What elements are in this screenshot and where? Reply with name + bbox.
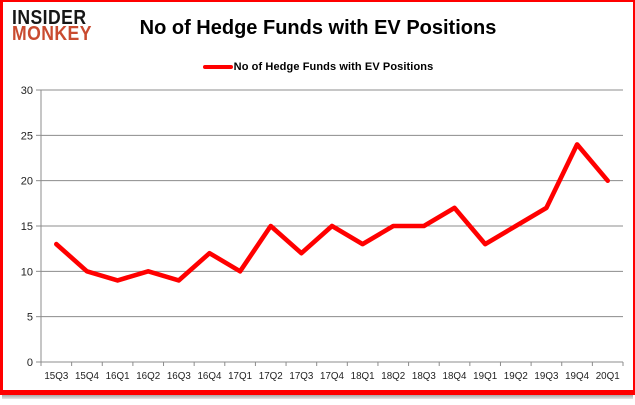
x-axis-label: 15Q4	[75, 371, 100, 382]
x-axis-label: 17Q2	[259, 371, 283, 382]
y-axis-label: 10	[21, 266, 33, 278]
y-axis-label: 25	[21, 130, 33, 142]
x-axis-label: 17Q4	[320, 371, 345, 382]
y-axis-label: 20	[21, 176, 33, 188]
x-axis-label: 19Q1	[473, 371, 497, 382]
legend-label: No of Hedge Funds with EV Positions	[233, 61, 434, 73]
y-axis-label: 0	[27, 357, 33, 369]
logo-text-monkey: MONKEY	[12, 23, 92, 45]
y-axis-label: 30	[21, 85, 33, 97]
x-axis-label: 17Q3	[289, 371, 314, 382]
y-axis-label: 15	[21, 221, 33, 233]
x-axis-label: 15Q3	[44, 371, 69, 382]
x-axis-label: 16Q2	[136, 371, 160, 382]
series-line	[53, 142, 611, 283]
legend-line-swatch	[202, 65, 233, 69]
line-chart: 0 5 10 15 20 25 30 15Q3 15Q4 16Q1 16Q2 16Q3 16Q4 17Q1…	[21, 85, 624, 382]
x-axis-label: 18Q2	[381, 371, 405, 382]
legend: No of Hedge Funds with EV Positions	[3, 60, 633, 74]
insider-monkey-logo: INSIDER MONKEY	[12, 7, 92, 45]
x-axis-label: 17Q1	[228, 371, 252, 382]
logo-text-insider: INSIDER	[12, 7, 87, 29]
x-axis-label: 18Q4	[443, 371, 468, 382]
x-axis-label: 18Q1	[351, 371, 375, 382]
y-axis-label: 5	[27, 312, 33, 324]
x-axis-label: 16Q1	[106, 371, 130, 382]
chart-frame: INSIDER MONKEY No of Hedge Funds with EV…	[0, 0, 635, 395]
x-axis-label: 16Q3	[167, 371, 192, 382]
frame-shadow	[2, 395, 633, 399]
x-axis-label: 20Q1	[596, 371, 620, 382]
x-axis-label: 19Q2	[504, 371, 528, 382]
x-axis-label: 16Q4	[197, 371, 222, 382]
chart-title: No of Hedge Funds with EV Positions	[139, 17, 497, 39]
x-axis-label: 19Q4	[565, 371, 590, 382]
x-axis-label: 19Q3	[534, 371, 559, 382]
x-axis-label: 18Q3	[412, 371, 437, 382]
